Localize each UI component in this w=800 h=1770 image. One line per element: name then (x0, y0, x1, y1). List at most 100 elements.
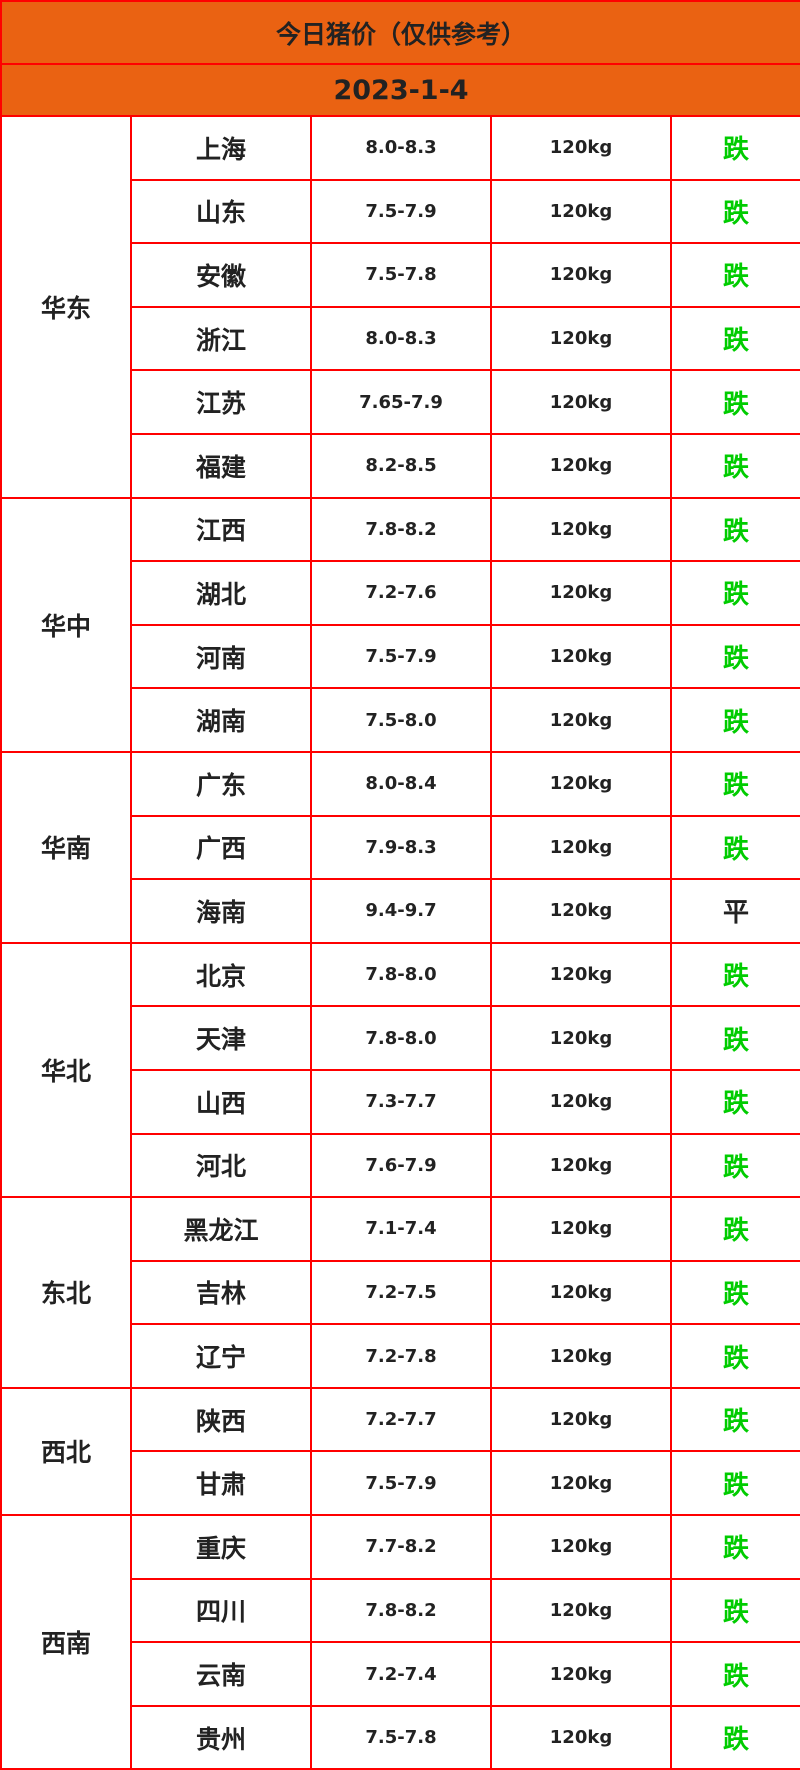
table-row: 福建 8.2-8.5 120kg 跌 (1, 432, 800, 499)
table-row: 河北 7.6-7.9 120kg 跌 (1, 1132, 800, 1199)
price-cell: 7.7-8.2 (310, 1514, 492, 1580)
trend-cell: 跌 (669, 1704, 800, 1770)
weight-cell: 120kg (490, 1005, 672, 1071)
province-cell: 浙江 (130, 305, 312, 372)
table-row: 湖北 7.2-7.6 120kg 跌 (1, 560, 800, 626)
table-row: 华东 上海 8.0-8.3 120kg 跌 (0, 115, 800, 499)
weight-cell: 120kg (490, 305, 672, 372)
province-cell: 陕西 (130, 1386, 312, 1453)
province-cell: 河南 (130, 623, 312, 690)
price-cell: 7.8-8.0 (310, 1005, 492, 1071)
price-cell: 7.2-7.6 (310, 560, 492, 626)
trend-cell: 跌 (669, 1577, 800, 1644)
price-cell: 7.5-7.8 (310, 1704, 492, 1770)
province-cell: 贵州 (130, 1704, 312, 1770)
trend-cell: 平 (669, 878, 800, 944)
price-cell: 7.2-7.4 (310, 1641, 492, 1707)
province-cell: 黑龙江 (130, 1196, 312, 1262)
weight-cell: 120kg (490, 878, 672, 944)
trend-cell: 跌 (669, 1132, 800, 1199)
trend-cell: 跌 (669, 560, 800, 626)
table-row: 江苏 7.65-7.9 120kg 跌 (1, 369, 800, 435)
price-cell: 7.1-7.4 (310, 1196, 492, 1262)
weight-cell: 120kg (490, 623, 672, 690)
table-row: 海南 9.4-9.7 120kg 平 (1, 878, 800, 944)
province-cell: 安徽 (130, 242, 312, 308)
table-row: 湖南 7.5-8.0 120kg 跌 (1, 687, 800, 753)
province-cell: 天津 (130, 1005, 312, 1071)
region-cell: 东北 (0, 1196, 132, 1389)
province-cell: 上海 (130, 115, 312, 181)
province-cell: 江西 (130, 496, 312, 563)
trend-cell: 跌 (669, 369, 800, 435)
weight-cell: 120kg (490, 560, 672, 626)
table-row: 西北 陕西 7.2-7.7 120kg 跌 (0, 1386, 800, 1517)
weight-cell: 120kg (490, 941, 672, 1008)
weight-cell: 120kg (490, 1514, 672, 1580)
price-cell: 7.65-7.9 (310, 369, 492, 435)
price-cell: 8.0-8.4 (310, 750, 492, 817)
weight-cell: 120kg (490, 1323, 672, 1389)
table-row: 四川 7.8-8.2 120kg 跌 (1, 1577, 800, 1644)
weight-cell: 120kg (490, 1641, 672, 1707)
province-cell: 四川 (130, 1577, 312, 1644)
price-cell: 7.5-7.8 (310, 242, 492, 308)
weight-cell: 120kg (490, 1259, 672, 1326)
trend-cell: 跌 (669, 305, 800, 372)
table-row: 天津 7.8-8.0 120kg 跌 (1, 1005, 800, 1071)
table-row: 华中 江西 7.8-8.2 120kg 跌 (0, 496, 800, 753)
trend-cell: 跌 (669, 814, 800, 881)
weight-cell: 120kg (490, 178, 672, 245)
table-row: 贵州 7.5-7.8 120kg 跌 (1, 1704, 800, 1770)
table-row: 广西 7.9-8.3 120kg 跌 (1, 814, 800, 881)
table-row: 西南 重庆 7.7-8.2 120kg 跌 (0, 1514, 800, 1770)
province-cell: 湖南 (130, 687, 312, 753)
table-row: 华南 广东 8.0-8.4 120kg 跌 (0, 750, 800, 944)
table-row: 甘肃 7.5-7.9 120kg 跌 (1, 1450, 800, 1517)
price-cell: 7.2-7.5 (310, 1259, 492, 1326)
weight-cell: 120kg (490, 1577, 672, 1644)
price-cell: 7.8-8.2 (310, 496, 492, 563)
weight-cell: 120kg (490, 750, 672, 817)
weight-cell: 120kg (490, 496, 672, 563)
price-cell: 7.8-8.0 (310, 941, 492, 1008)
price-cell: 8.0-8.3 (310, 115, 492, 181)
trend-cell: 跌 (669, 1450, 800, 1517)
table-row: 华北 北京 7.8-8.0 120kg 跌 (0, 941, 800, 1199)
province-cell: 吉林 (130, 1259, 312, 1326)
province-cell: 北京 (130, 941, 312, 1008)
region-cell: 华南 (0, 750, 132, 944)
province-cell: 广西 (130, 814, 312, 881)
weight-cell: 120kg (490, 687, 672, 753)
table-row: 山东 7.5-7.9 120kg 跌 (1, 178, 800, 245)
province-cell: 重庆 (130, 1514, 312, 1580)
trend-cell: 跌 (669, 1323, 800, 1389)
trend-cell: 跌 (669, 1386, 800, 1453)
region-cell: 华东 (0, 115, 132, 499)
weight-cell: 120kg (490, 1704, 672, 1770)
trend-cell: 跌 (669, 178, 800, 245)
region-cell: 西南 (0, 1514, 132, 1770)
province-cell: 山东 (130, 178, 312, 245)
table-date: 2023-1-4 (0, 63, 800, 117)
price-cell: 7.8-8.2 (310, 1577, 492, 1644)
trend-cell: 跌 (669, 496, 800, 563)
trend-cell: 跌 (669, 242, 800, 308)
table-row: 河南 7.5-7.9 120kg 跌 (1, 623, 800, 690)
trend-cell: 跌 (669, 1259, 800, 1326)
price-cell: 7.5-7.9 (310, 623, 492, 690)
trend-cell: 跌 (669, 1068, 800, 1135)
province-cell: 山西 (130, 1068, 312, 1135)
weight-cell: 120kg (490, 115, 672, 181)
price-cell: 9.4-9.7 (310, 878, 492, 944)
table-row: 浙江 8.0-8.3 120kg 跌 (1, 305, 800, 372)
price-cell: 8.2-8.5 (310, 432, 492, 499)
weight-cell: 120kg (490, 1068, 672, 1135)
trend-cell: 跌 (669, 623, 800, 690)
table-row: 东北 黑龙江 7.1-7.4 120kg 跌 (0, 1196, 800, 1389)
table-row: 安徽 7.5-7.8 120kg 跌 (1, 242, 800, 308)
trend-cell: 跌 (669, 1196, 800, 1262)
weight-cell: 120kg (490, 369, 672, 435)
weight-cell: 120kg (490, 1450, 672, 1517)
